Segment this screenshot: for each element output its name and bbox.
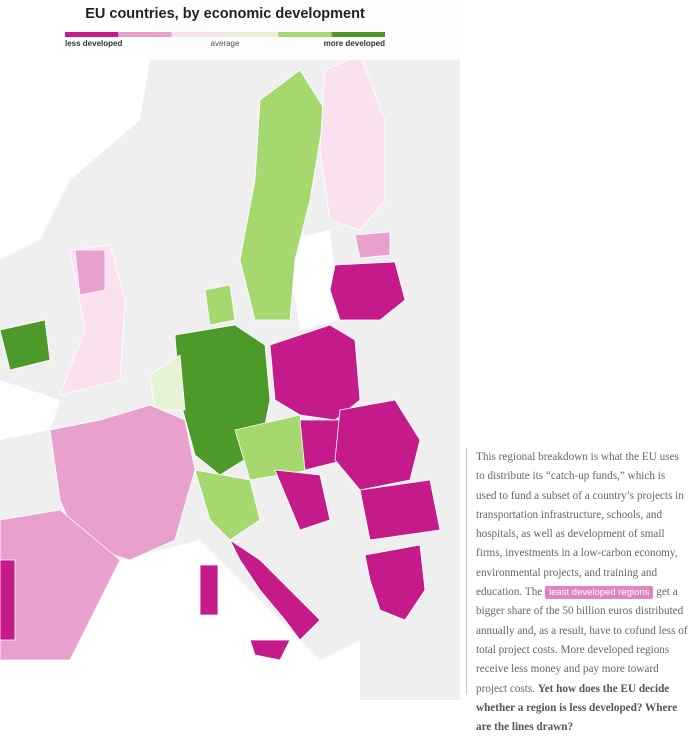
article: This regional breakdown is what the EU u… <box>466 448 688 733</box>
legend-swatch <box>278 32 332 37</box>
region <box>329 261 406 321</box>
legend-label: more developed <box>324 39 385 48</box>
region <box>199 564 219 616</box>
legend-swatch <box>331 32 385 37</box>
legend-label: average <box>211 39 240 48</box>
sea <box>0 380 60 440</box>
region <box>249 639 291 661</box>
sea <box>285 230 340 330</box>
article-text: get a bigger share of the 50 billion eur… <box>476 586 688 695</box>
region <box>354 231 391 259</box>
region <box>74 249 106 296</box>
region <box>0 509 121 661</box>
highlight: least developed regions <box>545 586 654 600</box>
region <box>149 354 186 411</box>
region <box>334 399 421 491</box>
legend-swatch <box>118 32 172 37</box>
legend-swatch <box>65 32 119 37</box>
region <box>274 469 331 531</box>
region <box>0 319 51 371</box>
legend-label: less developed <box>65 39 122 48</box>
sea <box>0 0 160 260</box>
region <box>234 414 311 481</box>
region <box>228 538 321 641</box>
map-title: EU countries, by economic development <box>85 6 365 22</box>
region <box>0 559 16 641</box>
region <box>319 54 386 231</box>
region <box>204 284 236 326</box>
region <box>239 69 326 321</box>
article-text: This regional breakdown is what the EU u… <box>476 451 684 599</box>
header-background <box>0 0 460 60</box>
region <box>59 244 126 396</box>
legend-swatch <box>225 32 279 37</box>
legend-swatch <box>171 32 225 37</box>
region <box>194 469 261 541</box>
sea <box>0 540 360 700</box>
map: EU countries, by economic development le… <box>0 0 460 700</box>
page: EU countries, by economic development le… <box>0 0 688 734</box>
region <box>364 544 426 621</box>
region <box>359 479 441 541</box>
